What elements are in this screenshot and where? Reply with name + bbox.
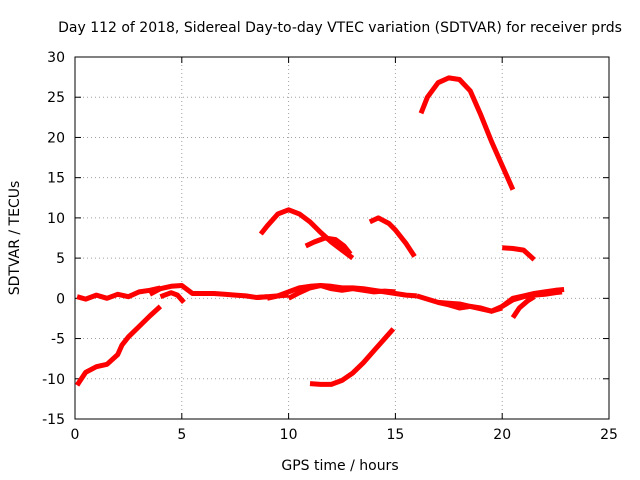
series-line-track-12 — [258, 207, 355, 261]
y-tick-label: -10 — [42, 372, 65, 388]
series-line-track-3 — [148, 283, 268, 300]
y-tick-label: 0 — [56, 291, 65, 307]
chart-title: Day 112 of 2018, Sidereal Day-to-day VTE… — [58, 20, 622, 36]
x-axis-label: GPS time / hours — [281, 458, 398, 474]
y-tick-label: -5 — [51, 332, 65, 348]
x-tick-label: 15 — [386, 427, 404, 443]
x-tick-label: 5 — [177, 427, 186, 443]
x-tick-label: 10 — [280, 427, 298, 443]
series-line-track-2 — [75, 304, 163, 387]
y-tick-label: 5 — [56, 251, 65, 267]
y-tick-label: 25 — [47, 90, 65, 106]
grid — [75, 57, 609, 419]
series-line-track-17 — [309, 327, 396, 387]
y-tick-label: 30 — [47, 50, 65, 66]
series-line-track-6 — [256, 292, 289, 300]
y-axis-label: SDTVAR / TECUs — [7, 181, 23, 296]
series-line-track-11 — [510, 294, 536, 319]
y-tick-label: 20 — [47, 130, 65, 146]
data-series — [75, 75, 565, 387]
y-tick-label: 10 — [47, 211, 65, 227]
series-line-track-1 — [76, 285, 161, 302]
series-line-track-13 — [304, 235, 353, 256]
x-tick-label: 0 — [71, 427, 80, 443]
series-line-track-7 — [287, 283, 396, 301]
series-line-track-14 — [368, 215, 417, 258]
series-line-track-16 — [502, 245, 536, 262]
y-tick-label: 15 — [47, 171, 65, 187]
x-tick-label: 20 — [493, 427, 511, 443]
y-tick-label: -15 — [42, 412, 65, 428]
series-line-track-15 — [418, 75, 516, 191]
series-line-track-10 — [500, 287, 565, 309]
plot-frame — [74, 56, 610, 420]
axis-ticks: 0 5 10 15 20 25 -15 -10 -5 0 5 10 15 20 25 30 — [42, 50, 618, 443]
x-tick-label: 25 — [600, 427, 618, 443]
series-line-track-4 — [159, 290, 186, 305]
